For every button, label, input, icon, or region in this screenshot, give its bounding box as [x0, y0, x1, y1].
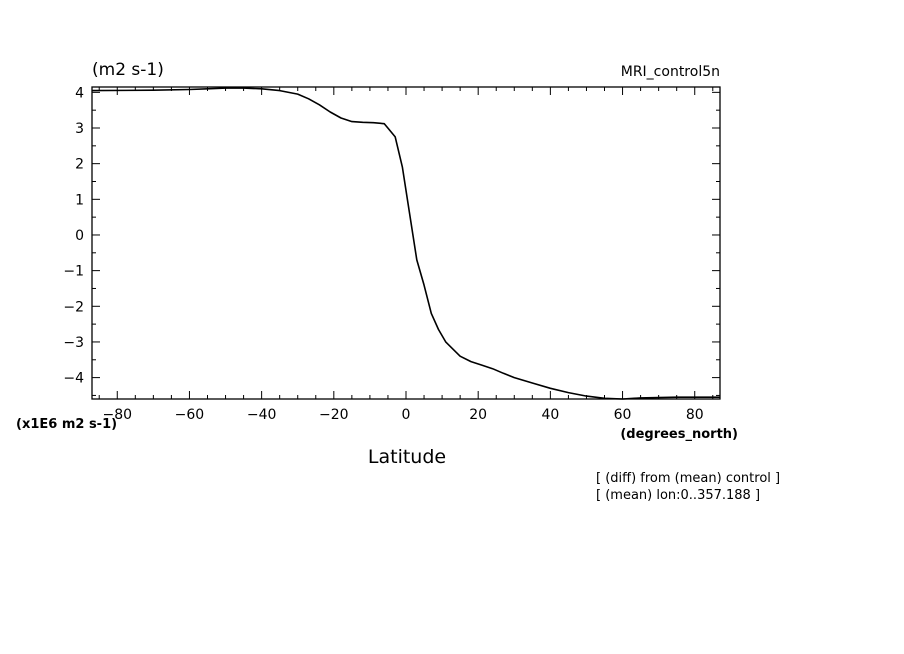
annotation-diff: [ (diff) from (mean) control ] — [596, 471, 780, 486]
x-tick-label: 20 — [469, 407, 487, 423]
x-tick-label: −80 — [102, 407, 132, 423]
x-tick-label: −60 — [175, 407, 205, 423]
y-tick-label: 2 — [75, 157, 84, 173]
chart-title: MRI_control5n — [621, 64, 720, 80]
plot-area: −80 −60 −40 −20 0 20 40 60 80 4 3 2 1 0 −1 −2 −3 −4 — [63, 85, 721, 423]
x-tick-label: 40 — [541, 407, 559, 423]
x-tick-label: 80 — [686, 407, 704, 423]
x-tick-label: 0 — [402, 407, 411, 423]
y-tick-label: 1 — [75, 192, 84, 208]
y-tick-label: −3 — [63, 335, 84, 351]
x-tick-label: −40 — [247, 407, 277, 423]
y-tick-label: 0 — [75, 228, 84, 244]
series-line — [91, 87, 720, 400]
annotation-mean: [ (mean) lon:0..357.188 ] — [596, 488, 760, 503]
units-label: (m2 s-1) — [92, 60, 164, 80]
y-tick-label: −2 — [63, 299, 84, 315]
y-tick-label: 4 — [75, 85, 84, 101]
y-tick-label: −1 — [63, 264, 84, 280]
scale-label: (x1E6 m2 s-1) — [16, 417, 117, 432]
x-axis-label: Latitude — [368, 446, 446, 468]
x-units-label: (degrees_north) — [620, 427, 738, 442]
y-tick-label: 3 — [75, 121, 84, 137]
x-tick-label: 60 — [614, 407, 632, 423]
plot-frame — [91, 86, 721, 400]
y-tick-label: −4 — [63, 371, 84, 387]
x-tick-label: −20 — [319, 407, 349, 423]
